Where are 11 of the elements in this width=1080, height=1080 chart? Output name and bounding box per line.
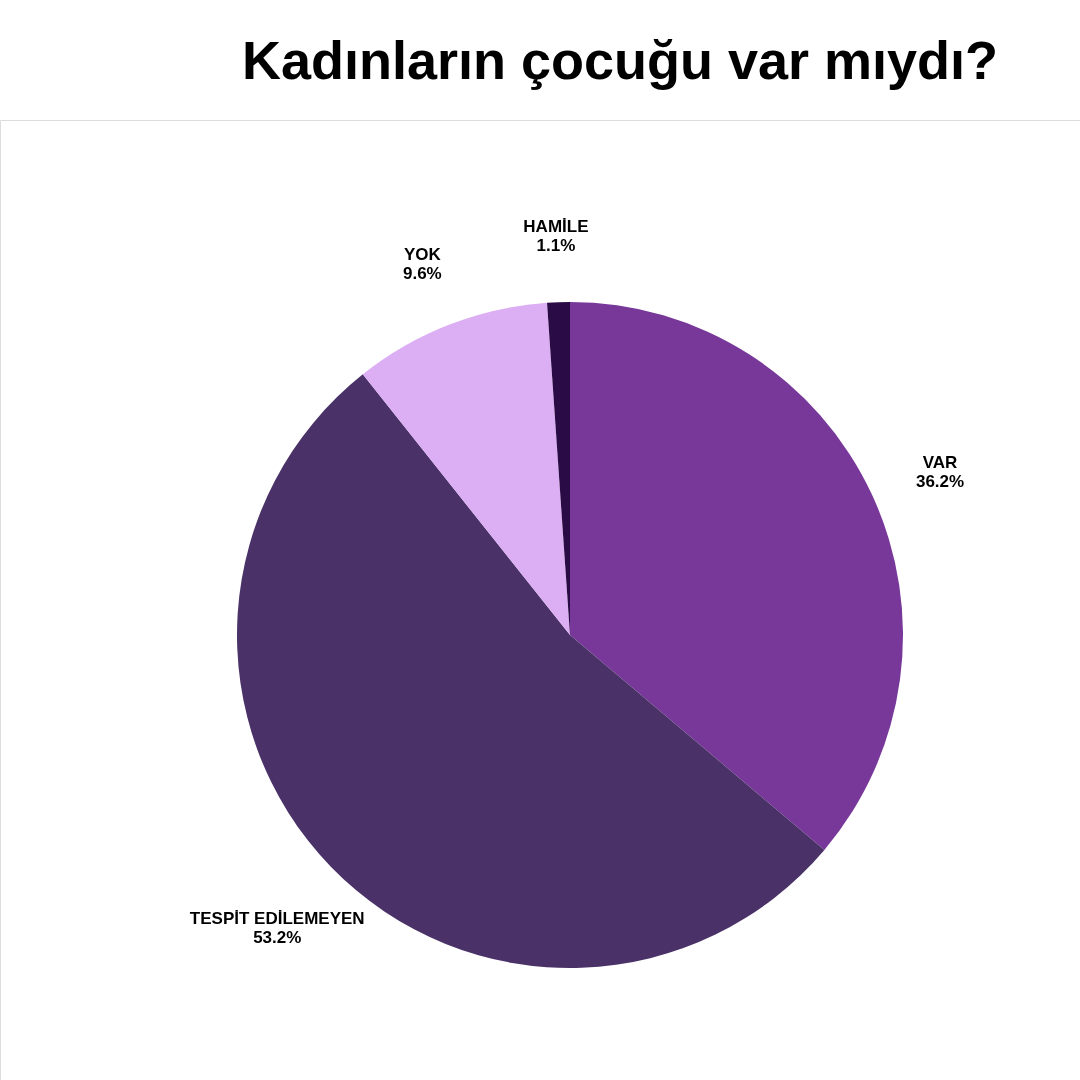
- data-label: 1.1%: [536, 236, 576, 256]
- slice-label: YOK: [403, 244, 442, 264]
- data-label: 9.6%: [402, 263, 442, 283]
- slice-label: HAMİLE: [523, 217, 589, 237]
- slice-label: TESPİT EDİLEMEYEN: [189, 909, 365, 929]
- data-label: 36.2%: [915, 472, 965, 492]
- data-label: 53.2%: [253, 928, 302, 948]
- slice-label: VAR: [922, 453, 958, 473]
- pie-slice: [362, 302, 570, 635]
- chart-title: Kadınların çocuğu var mıydı?: [241, 30, 999, 90]
- pie-slice: [570, 302, 903, 850]
